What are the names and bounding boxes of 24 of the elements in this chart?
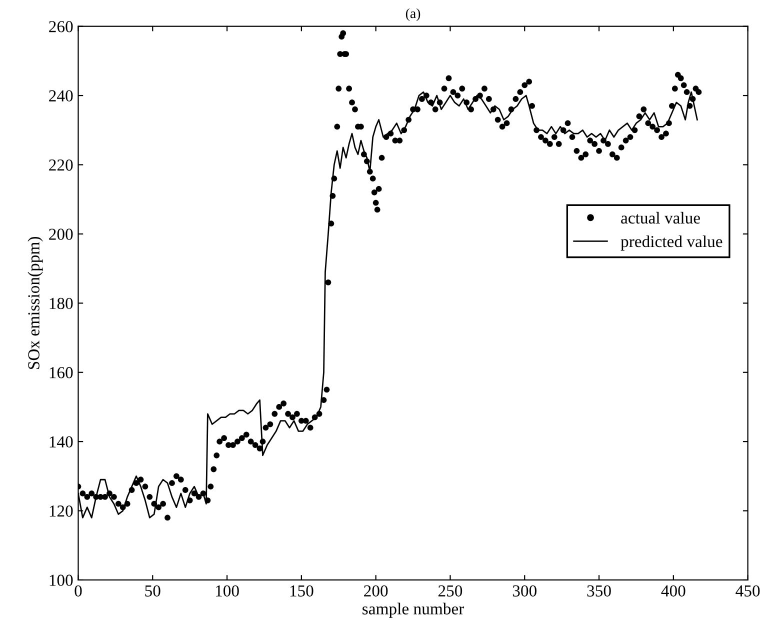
chart-title: (a) bbox=[406, 8, 420, 21]
y-tick-label: 160 bbox=[50, 367, 73, 378]
legend-label: predicted value bbox=[620, 235, 722, 251]
y-tick-label: 260 bbox=[49, 21, 73, 32]
x-tick-label: 250 bbox=[438, 585, 462, 597]
y-tick-label: 140 bbox=[50, 436, 73, 448]
y-tick-label: 240 bbox=[49, 90, 73, 102]
x-tick-label: 100 bbox=[216, 585, 239, 597]
x-tick-label: 350 bbox=[587, 585, 611, 597]
x-tick-label: 0 bbox=[74, 585, 82, 597]
x-tick-label: 300 bbox=[512, 585, 536, 597]
x-tick-label: 50 bbox=[145, 585, 160, 597]
y-tick-label: 120 bbox=[50, 505, 73, 517]
x-tick-label: 450 bbox=[736, 585, 760, 597]
y-tick-label: 200 bbox=[49, 228, 73, 240]
y-axis-title: SOx emission(ppm) bbox=[28, 236, 43, 369]
y-tick-label: 100 bbox=[50, 574, 73, 586]
x-tick-label: 400 bbox=[661, 585, 686, 597]
y-tick-label: 220 bbox=[49, 159, 73, 171]
x-tick-label: 150 bbox=[290, 585, 314, 597]
legend-label: actual value bbox=[621, 212, 700, 224]
x-tick-label: 200 bbox=[364, 585, 388, 597]
y-tick-label: 180 bbox=[50, 298, 73, 310]
x-axis-title: sample number bbox=[362, 602, 464, 618]
